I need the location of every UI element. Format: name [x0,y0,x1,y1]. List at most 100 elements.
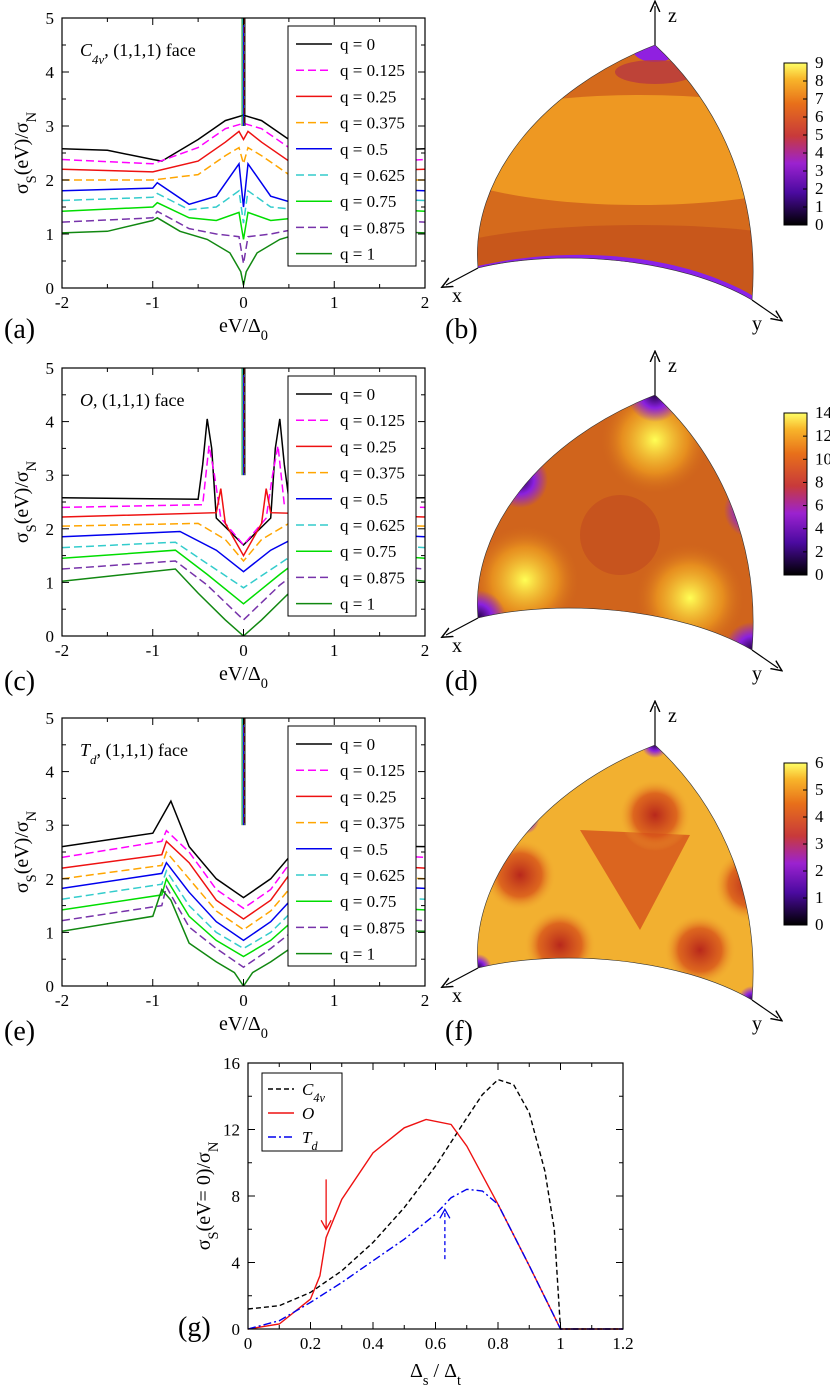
y-axis-label: σS(eV)/σN [11,460,40,543]
colorbar [783,62,808,226]
y-tick-label: 4 [46,763,55,782]
y-tick-label: 2 [46,520,55,539]
y-axis-label: y [752,1013,762,1035]
colorbar-tick-label: 8 [815,472,824,491]
x-tick-label: 1.2 [612,1334,633,1353]
x-tick-label: 0.8 [487,1334,508,1353]
y-axis-arrow [751,649,778,668]
legend: q = 0 q = 0.125 q = 0.25 q = 0.375 q = 0.5 q … [287,375,417,617]
series-line-q-0-125 [62,445,425,547]
panel-label: (f) [445,1016,473,1047]
y-tick-label: 0 [46,279,55,298]
legend-box [287,725,417,967]
x-tick-label: 1 [330,641,339,660]
legend-label: q = 0.5 [340,140,388,159]
colorbar-tick-label: 0 [815,915,824,934]
line-panel-(a): -2 -1 0 1 2 0 1 2 3 4 5 eV/Δ0 σS(eV)/σN C4v, (1,1,1) … [4,9,429,345]
colorbar-tick-label: 14 [815,403,830,422]
surface-minimum [572,622,628,650]
y-axis-label: σS(eV)/σN [11,810,40,893]
legend-label: q = 0.125 [340,61,405,80]
y-tick-label: 5 [46,9,55,28]
legend-label: q = 0 [340,735,375,754]
x-tick-label: 0.6 [425,1334,446,1353]
colorbar-tick-label: 3 [815,834,824,853]
colorbar-tick-label: 9 [815,53,824,72]
legend-label: q = 0.875 [340,918,405,937]
surface-dip [484,839,556,911]
series-line-C4v [247,1078,623,1330]
surface-band [477,95,754,205]
x-tick-label: 2 [421,991,430,1010]
panel-title: C4v, (1,1,1) face [80,40,196,67]
legend-label: O [302,1104,314,1123]
legend-label: q = 0.5 [340,840,388,859]
legend-label: C4v [302,1080,325,1105]
colorbar-tick-label: 10 [815,449,830,468]
colorbar-tick-label: 5 [815,125,824,144]
colorbar-tick-label: 6 [815,107,824,126]
x-axis-label: Δs / Δt [410,1360,461,1387]
x-axis-arrow [446,267,479,285]
y-tick-label: 0 [46,977,55,996]
legend-label: q = 0.25 [340,787,396,806]
colorbar-tick-label: 2 [815,179,824,198]
y-tick-label: 3 [46,117,55,136]
legend-label: q = 0.625 [340,166,405,185]
legend-box [261,1072,343,1152]
octant-outline [477,44,754,301]
legend-label: q = 0.875 [340,568,405,587]
y-tick-label: 0 [46,627,55,646]
annotation-arrowhead [320,1219,332,1231]
panel-title: Td, (1,1,1) face [80,740,188,767]
x-axis-arrow [446,617,479,635]
colorbar-tick-label: 12 [815,426,830,445]
series-line-q-0-625 [62,869,425,950]
panel-label: (d) [445,666,478,697]
panel-label: (g) [178,1312,211,1343]
surface-node [511,806,539,834]
colorbar-tick-label: 0 [815,565,824,584]
x-tick-label: 1 [330,293,339,312]
series-line-Td [247,1188,623,1330]
x-tick-label: 2 [421,641,430,660]
surface-dip [664,914,736,986]
annotation-arrowhead [439,1207,451,1219]
colorbar-tick-label: 2 [815,861,824,880]
panel-label: (e) [4,1016,35,1047]
x-tick-label: 0 [239,991,248,1010]
legend-label: q = 0.375 [340,814,405,833]
x-tick-label: 0 [244,1334,253,1353]
y-axis-label: y [752,663,762,685]
y-axis-label: y [752,313,762,335]
colorbar-tick-label: 5 [815,780,824,799]
colorbar-tick-label: 7 [815,89,824,108]
surface-minimum [724,482,754,538]
z-axis-label: z [668,355,677,377]
colorbar-tick-label: 0 [815,215,824,234]
panel-title: O, (1,1,1) face [80,390,184,411]
y-tick-label: 4 [232,1254,241,1273]
y-tick-label: 1 [46,225,55,244]
panel-label: (c) [4,666,35,697]
z-axis-label: z [668,5,677,27]
y-tick-label: 4 [46,413,55,432]
y-tick-label: 3 [46,816,55,835]
colorbar-tick-label: 6 [815,753,824,772]
colorbar-tick-label: 2 [815,542,824,561]
y-axis-arrow [751,999,778,1018]
legend-label: q = 0.75 [340,542,396,561]
y-tick-label: 3 [46,466,55,485]
y-tick-label: 12 [223,1121,240,1140]
legend-label: q = 0.625 [340,866,405,885]
surface-node [738,986,754,1000]
y-tick-label: 2 [46,171,55,190]
x-axis-arrow [446,967,479,985]
sphere-panel-(d): z x y 0 2 4 6 8 10 12 14 (d) [445,355,830,697]
sphere-panel-(f): z x y 0 1 2 3 4 5 6 (f) [445,705,824,1047]
legend-label: q = 0.375 [340,114,405,133]
x-tick-label: 1 [556,1334,565,1353]
